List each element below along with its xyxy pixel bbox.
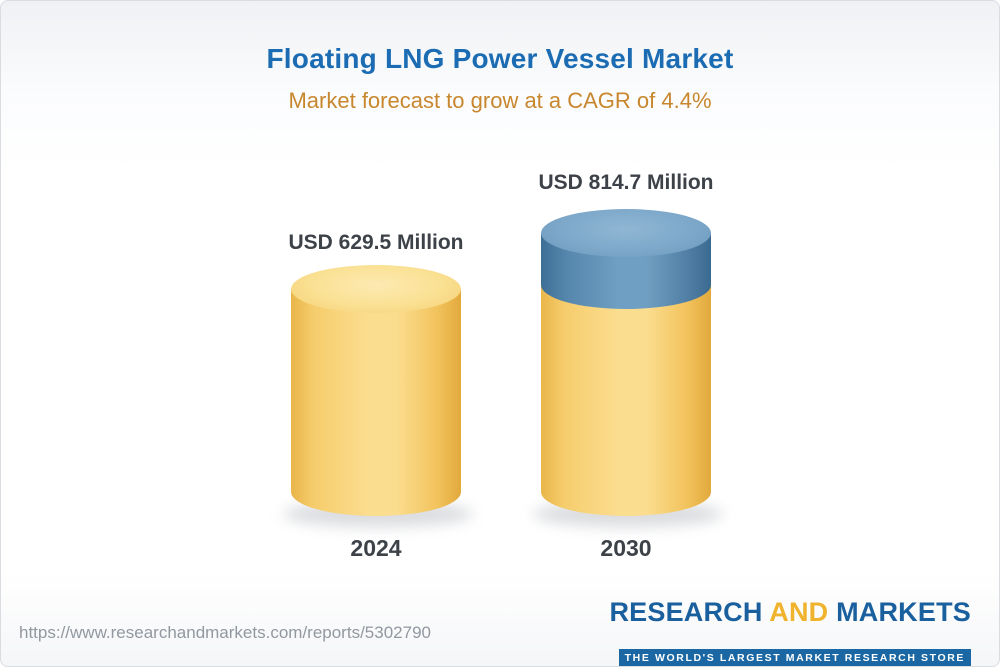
chart-title: Floating LNG Power Vessel Market xyxy=(266,43,734,74)
value-label-2024: USD 629.5 Million xyxy=(288,231,464,254)
research-and-markets-logo: RESEARCH AND MARKETS THE WORLD'S LARGEST… xyxy=(609,597,971,666)
x-axis-label-2024: 2024 xyxy=(350,535,402,561)
logo-wordmark: RESEARCH AND MARKETS xyxy=(609,597,971,628)
logo-word-research: RESEARCH xyxy=(609,597,763,627)
bar-2030-top-ellipse xyxy=(541,209,711,257)
value-label-2030: USD 814.7 Million xyxy=(538,171,714,194)
bar-2030 xyxy=(541,209,711,516)
bar-2024 xyxy=(291,265,461,516)
logo-tagline: THE WORLD'S LARGEST MARKET RESEARCH STOR… xyxy=(618,649,971,666)
logo-word-markets: MARKETS xyxy=(836,597,971,627)
bar-2024-top-ellipse xyxy=(291,265,461,313)
logo-word-and: AND xyxy=(769,597,829,627)
report-url[interactable]: https://www.researchandmarkets.com/repor… xyxy=(19,623,431,642)
chart-subtitle: Market forecast to grow at a CAGR of 4.4… xyxy=(288,88,712,113)
bar-2030-base-segment xyxy=(541,283,711,516)
x-axis-label-2030: 2030 xyxy=(600,535,652,561)
bar-2024-body xyxy=(291,289,461,516)
